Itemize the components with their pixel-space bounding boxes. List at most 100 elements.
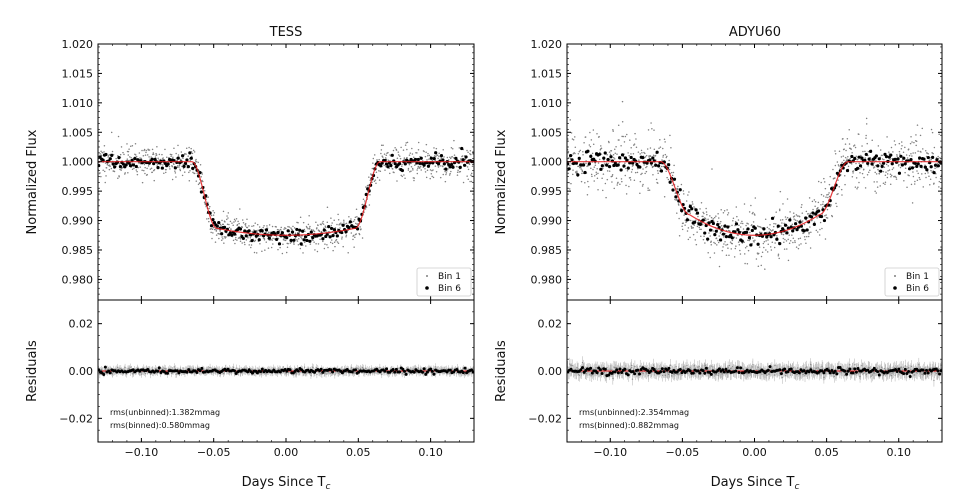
bin1-point [568,173,570,175]
bin1-point [708,232,710,234]
resid-bin6-point [421,371,424,374]
bin1-point [382,156,384,158]
bin1-point [412,153,414,155]
bin1-point [706,214,708,216]
bin1-point [699,227,701,229]
bin1-point [213,227,215,229]
bin6-point [239,227,242,230]
bin6-point [909,158,912,161]
bin1-point [714,252,716,254]
rms-binned: rms(binned):0.580mmag [110,421,210,430]
bin1-point [788,260,790,262]
bin1-point [212,228,214,230]
bin6-point [746,227,749,230]
bin1-point [418,149,420,151]
bin6-point [648,158,651,161]
bin1-point [234,219,236,221]
bin1-point [429,155,431,157]
bin1-point [917,150,919,152]
bin1-point [917,180,919,182]
bin6-point [859,164,862,167]
resid-bin6-point [398,371,401,374]
legend-bin6-marker [425,286,429,290]
bin6-point [188,151,191,154]
bin6-point [769,235,772,238]
bin1-point [159,154,161,156]
bin1-point [727,244,729,246]
bin1-point [264,239,266,241]
bin1-point [885,175,887,177]
bin1-point [592,169,594,171]
resid-bin1-point [130,367,131,368]
bin1-point [612,129,614,131]
bin1-point [239,208,241,210]
bin1-point [706,211,708,213]
bin1-point [589,144,591,146]
bin1-point [804,239,806,241]
bin1-point [819,234,821,236]
bin6-point [693,221,696,224]
bin1-point [650,147,652,149]
bin1-point [251,244,253,246]
bin1-point [709,257,711,259]
bin1-point [580,166,582,168]
bin1-point [827,217,829,219]
bin6-point [627,167,630,170]
bin6-point [217,221,220,224]
bin6-point [777,225,780,228]
bin1-point [764,241,766,243]
bin1-point [451,156,453,158]
bin1-point [251,226,253,228]
bin1-point [221,240,223,242]
bin6-point [713,233,716,236]
bin1-point [237,221,239,223]
bin1-point [663,166,665,168]
bin1-point [118,136,120,138]
bin1-point [609,151,611,153]
bin1-point [893,167,895,169]
bin1-point [786,248,788,250]
bin1-point [929,159,931,161]
bin1-point [904,147,906,149]
bin1-point [339,223,341,225]
ytick-label: 1.020 [531,38,563,51]
bin1-point [621,181,623,183]
bin1-point [696,244,698,246]
bin1-point [669,169,671,171]
bin1-point [221,220,223,222]
resid-bin6-point [385,367,388,370]
bin6-point [694,208,697,211]
bin1-point [449,173,451,175]
bin1-point [666,156,668,158]
bin1-point [244,244,246,246]
bin1-point [413,156,415,158]
bin1-point [466,150,468,152]
bin1-point [719,266,721,268]
bin1-point [663,155,665,157]
bin1-point [765,218,767,220]
bin1-point [933,183,935,185]
bin1-point [605,197,607,199]
bin1-point [874,172,876,174]
bin1-point [315,222,317,224]
ytick-label: 1.000 [531,156,563,169]
bin1-point [178,154,180,156]
resid-bin6-point [166,372,169,375]
bin1-point [114,171,116,173]
legend-bin6-label: Bin 6 [438,284,461,294]
bin6-point [934,164,937,167]
bin1-point [109,166,111,168]
bin6-point [875,154,878,157]
bin1-point [901,141,903,143]
bin1-point [322,222,324,224]
bin1-point [301,238,303,240]
bin1-point [775,223,777,225]
bin6-point [601,164,604,167]
bin1-point [848,129,850,131]
bin1-point [157,163,159,165]
bin1-point [247,237,249,239]
bin1-point [829,176,831,178]
bin1-point [431,173,433,175]
bin1-point [669,135,671,137]
bin1-point [449,174,451,176]
